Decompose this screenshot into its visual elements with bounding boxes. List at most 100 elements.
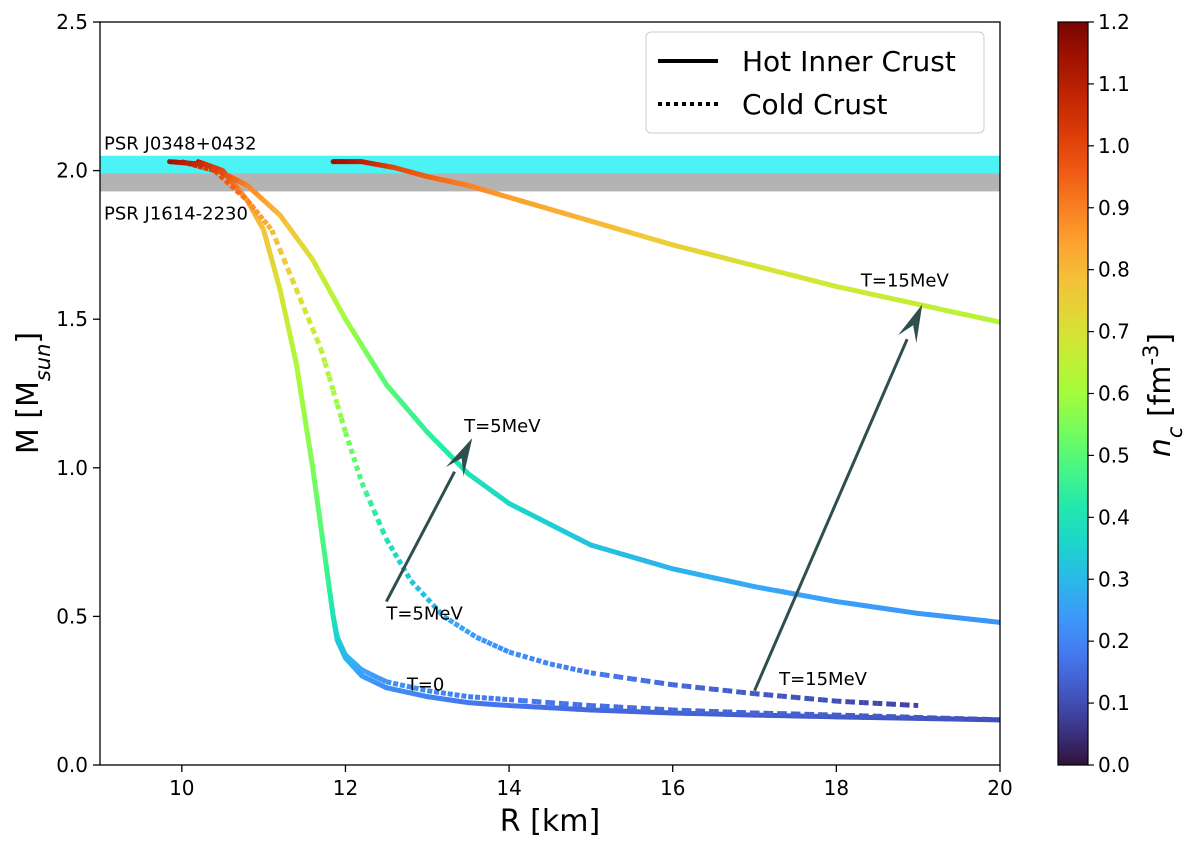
series-2-segment [605,675,619,677]
series-2-segment [741,692,755,693]
series-2-segment [351,449,354,457]
colorbar-gradient [1058,22,1088,765]
series-2-segment [329,377,333,391]
series-2-segment [487,642,492,644]
series-2-segment [325,363,329,377]
series-3-segment [986,621,1000,622]
series-2-segment [411,581,416,587]
colorbar-tick-label: 1.2 [1098,10,1130,34]
legend: Hot Inner Crust Cold Crust [646,32,984,133]
series-1-segment [374,676,378,678]
series-2-segment [493,645,498,647]
arrow-1-head [898,304,922,343]
series-1-segment [509,700,523,701]
x-axis-ticks: 10 12 14 16 18 20 [169,765,1013,800]
series-0-segment [296,364,299,381]
x-tick-label: 20 [987,776,1012,800]
series-2-segment [386,539,390,546]
annotation-layer: PSR J0348+0432PSR J1614-2230T=15MeVT=5Me… [104,134,949,696]
colorbar-tick-label: 1.0 [1098,134,1130,158]
series-1-segment [356,665,359,667]
band-label-j0348: PSR J0348+0432 [104,134,257,155]
colorbar-title: nc [fm-3] [1139,333,1187,457]
series-0-segment [310,450,313,467]
annotation-4: T=0 [406,675,445,696]
y-tick-label: 1.0 [56,456,88,480]
series-1-segment [370,674,374,676]
series-2-segment [509,652,516,654]
colorbar-tick-label: 0.6 [1098,382,1130,406]
series-1-segment [461,696,468,697]
series-2-segment [390,546,394,553]
series-1-segment [523,701,537,702]
series-2-segment [359,474,362,482]
series-1-segment [393,683,400,684]
colorbar-tick-label: 0.9 [1098,196,1130,220]
colorbar: 0.00.10.20.30.40.50.60.70.80.91.01.11.2n… [1058,10,1187,777]
y-tick-label: 2.0 [56,159,88,183]
series-0-segment [305,416,308,433]
series-2-segment [905,705,919,706]
series-2-segment [471,634,476,637]
legend-label-hot: Hot Inner Crust [742,45,956,78]
series-2-segment [673,685,687,686]
series-2-segment [645,681,659,683]
x-tick-label: 12 [333,776,358,800]
series-2-segment [577,670,584,671]
series-2-segment [550,664,557,665]
series-2-segment [836,701,850,702]
series-2-segment [850,702,864,703]
series-2-segment [354,457,357,465]
series-2-segment [809,699,823,700]
series-1-segment [382,680,386,682]
series-1-segment [577,705,591,706]
series-1-segment [336,630,337,633]
series-2-segment [530,658,537,660]
series-2-segment [516,654,523,656]
series-1-segment [378,678,382,680]
series-1-segment [632,708,646,709]
series-1-segment [354,662,357,664]
series-2-segment [362,483,366,492]
series-2-segment [564,667,571,668]
series-0-segment [307,433,310,450]
series-1-segment [334,620,335,623]
series-2-segment [399,560,403,567]
series-2-segment [260,215,264,220]
series-1-segment [341,646,342,649]
series-2-segment [632,679,646,681]
series-2-segment [356,466,359,474]
colorbar-tick-label: 0.8 [1098,258,1130,282]
series-1-segment [455,695,462,696]
series-1-segment [448,694,455,695]
series-2-segment [255,210,259,215]
series-2-segment [498,647,503,649]
series-2-segment [280,250,284,260]
series-2-segment [476,637,481,639]
series-2-segment [370,501,374,510]
series-2-segment [686,686,700,687]
series-1-segment [337,634,338,637]
series-2-segment [504,650,509,652]
y-tick-label: 0.5 [56,604,88,628]
series-2-segment [276,240,280,250]
series-2-segment [557,665,564,666]
series-2-segment [345,432,348,440]
arrow-1-shaft [755,339,908,691]
series-1-segment [400,685,407,686]
series-2-segment [317,339,321,349]
series-2-segment [382,530,386,539]
series-0-solid [198,162,1000,720]
series-2-segment [407,574,411,581]
series-0-segment [302,398,305,415]
series-2-segment [584,671,591,672]
series-2-segment [714,689,728,690]
series-2-segment [321,349,325,363]
series-2-segment [300,299,304,309]
series-1-segment [564,704,578,705]
series-2-segment [570,668,577,669]
series-1-segment [339,640,340,643]
series-2-segment [768,695,782,696]
series-1-segment [335,623,336,626]
series-2-segment [482,640,487,642]
